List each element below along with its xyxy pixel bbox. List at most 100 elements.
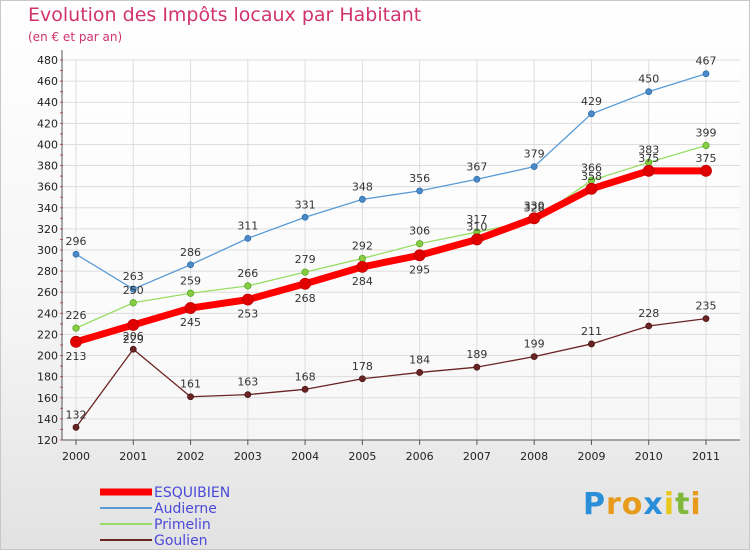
data-point-audierne bbox=[702, 70, 710, 78]
data-label-esquibien: 295 bbox=[409, 263, 430, 276]
x-tick-label: 2007 bbox=[463, 450, 491, 463]
data-point-esquibien bbox=[585, 182, 598, 195]
data-label-goulien: 184 bbox=[409, 353, 430, 366]
data-point-goulien bbox=[72, 423, 80, 431]
y-tick-label: 340 bbox=[37, 202, 58, 215]
chart-title: Evolution des Impôts locaux par Habitant bbox=[28, 4, 422, 26]
data-label-primelin: 383 bbox=[638, 143, 659, 156]
data-label-primelin: 366 bbox=[581, 161, 602, 174]
data-label-audierne: 331 bbox=[295, 198, 316, 211]
data-point-esquibien bbox=[356, 260, 369, 273]
logo-letter: o bbox=[621, 487, 644, 522]
series-line-primelin bbox=[75, 144, 707, 329]
data-point-audierne bbox=[187, 261, 194, 269]
data-point-audierne bbox=[72, 250, 80, 258]
chart-subtitle: (en € et par an) bbox=[28, 30, 123, 44]
y-tick-label: 160 bbox=[37, 392, 58, 405]
data-label-audierne: 263 bbox=[123, 270, 144, 283]
data-point-audierne bbox=[588, 110, 595, 118]
data-point-primelin bbox=[702, 141, 710, 150]
data-label-audierne: 356 bbox=[409, 172, 430, 185]
data-label-primelin: 292 bbox=[352, 239, 373, 252]
y-tick-label: 280 bbox=[37, 265, 58, 278]
data-label-esquibien: 375 bbox=[696, 152, 717, 165]
y-tick-label: 300 bbox=[37, 244, 58, 257]
data-point-audierne bbox=[301, 213, 309, 221]
series-line-goulien bbox=[75, 317, 707, 428]
y-tick-label: 380 bbox=[37, 160, 58, 173]
logo-letter: x bbox=[643, 487, 664, 522]
x-tick-label: 2002 bbox=[177, 450, 205, 463]
data-label-primelin: 250 bbox=[123, 284, 144, 297]
data-label-esquibien: 213 bbox=[66, 350, 87, 363]
data-point-goulien bbox=[588, 340, 595, 348]
x-tick-label: 2001 bbox=[119, 450, 147, 463]
data-label-goulien: 189 bbox=[466, 348, 487, 361]
data-point-goulien bbox=[301, 385, 309, 393]
y-tick-label: 180 bbox=[37, 371, 58, 384]
legend-label-audierne: Audierne bbox=[154, 501, 217, 517]
data-point-goulien bbox=[645, 322, 653, 330]
data-point-esquibien bbox=[471, 233, 483, 246]
y-tick-label: 320 bbox=[37, 223, 58, 236]
data-point-audierne bbox=[129, 285, 137, 293]
data-label-goulien: 163 bbox=[237, 376, 258, 389]
y-tick-label: 120 bbox=[37, 434, 58, 447]
data-point-esquibien bbox=[299, 277, 311, 290]
y-tick-label: 220 bbox=[37, 328, 58, 341]
data-label-esquibien: 358 bbox=[581, 170, 602, 183]
logo-letter: i bbox=[690, 487, 702, 522]
data-point-audierne bbox=[416, 187, 424, 195]
data-label-audierne: 296 bbox=[66, 235, 87, 248]
data-point-audierne bbox=[645, 88, 653, 96]
legend-label-goulien: Goulien bbox=[154, 533, 208, 549]
data-label-goulien: 132 bbox=[66, 408, 87, 421]
x-tick-label: 2011 bbox=[692, 450, 720, 463]
data-label-esquibien: 284 bbox=[352, 275, 373, 288]
data-point-goulien bbox=[358, 375, 366, 383]
data-point-esquibien bbox=[528, 212, 541, 225]
data-point-esquibien bbox=[127, 319, 140, 331]
data-point-primelin bbox=[129, 299, 137, 307]
data-point-esquibien bbox=[70, 335, 82, 348]
data-point-primelin bbox=[72, 324, 80, 332]
logo-letter: i bbox=[663, 487, 676, 522]
data-point-goulien bbox=[702, 315, 710, 323]
legend-label-esquibien: ESQUIBIEN bbox=[154, 485, 230, 501]
x-tick-label: 2000 bbox=[62, 450, 90, 463]
data-point-primelin bbox=[416, 240, 424, 248]
data-label-esquibien: 268 bbox=[295, 292, 316, 305]
data-label-audierne: 450 bbox=[638, 73, 659, 86]
data-point-primelin bbox=[358, 254, 366, 263]
proxiti-logo: Proxiti bbox=[583, 487, 702, 522]
data-point-audierne bbox=[244, 234, 252, 242]
data-label-audierne: 311 bbox=[237, 219, 258, 232]
data-point-goulien bbox=[530, 353, 538, 361]
data-label-goulien: 235 bbox=[696, 300, 717, 313]
series-line-esquibien bbox=[72, 167, 710, 346]
data-label-esquibien: 330 bbox=[524, 199, 545, 212]
data-point-audierne bbox=[473, 175, 481, 183]
y-tick-label: 440 bbox=[37, 96, 58, 109]
y-tick-label: 360 bbox=[37, 181, 58, 194]
data-point-primelin bbox=[244, 282, 252, 290]
data-label-primelin: 259 bbox=[180, 274, 201, 287]
data-point-goulien bbox=[473, 363, 481, 371]
data-label-primelin: 399 bbox=[696, 127, 717, 140]
data-point-audierne bbox=[530, 163, 538, 171]
data-label-goulien: 178 bbox=[352, 360, 373, 373]
data-label-esquibien: 375 bbox=[638, 152, 659, 165]
data-point-audierne bbox=[358, 195, 366, 203]
y-tick-label: 140 bbox=[37, 413, 58, 426]
y-tick-label: 460 bbox=[37, 75, 58, 88]
y-tick-label: 260 bbox=[37, 286, 58, 299]
data-label-primelin: 279 bbox=[295, 253, 316, 266]
legend-label-primelin: Primelin bbox=[154, 517, 211, 533]
y-tick-label: 240 bbox=[37, 307, 58, 320]
x-tick-label: 2004 bbox=[291, 450, 319, 463]
series-line-audierne bbox=[75, 73, 707, 290]
data-label-esquibien: 245 bbox=[180, 316, 201, 329]
data-label-audierne: 467 bbox=[696, 55, 717, 68]
data-point-esquibien bbox=[241, 293, 254, 306]
y-tick-label: 400 bbox=[37, 138, 58, 151]
